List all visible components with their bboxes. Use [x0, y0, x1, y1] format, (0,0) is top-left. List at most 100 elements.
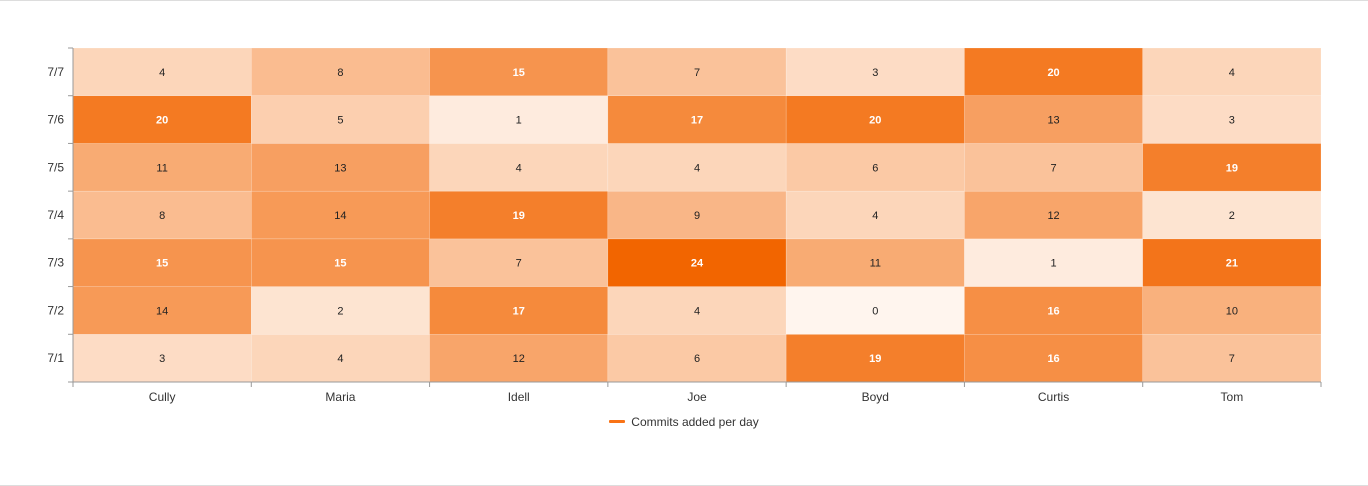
heatmap-cell[interactable] [964, 238, 1143, 287]
cell-value-label: 7 [1229, 353, 1235, 365]
y-axis-tick-label: 7/6 [47, 113, 64, 127]
cell-value-label: 6 [872, 162, 878, 174]
cell-value-label: 8 [337, 67, 343, 79]
heatmap-cell[interactable] [72, 95, 252, 144]
heatmap-cell[interactable] [251, 334, 430, 383]
legend-item[interactable]: Commits added per day [609, 414, 759, 429]
cell-value-label: 10 [1226, 305, 1238, 317]
cell-value-label: 3 [159, 353, 165, 365]
heatmap-cell[interactable] [607, 286, 787, 335]
y-axis-tick-label: 7/3 [47, 256, 64, 270]
heatmap-cell[interactable] [964, 47, 1143, 96]
cell-value-label: 4 [1229, 67, 1235, 79]
heatmap-cell[interactable] [964, 143, 1143, 192]
cell-value-label: 15 [513, 67, 525, 79]
heatmap-cell[interactable] [429, 238, 609, 287]
heatmap-cell[interactable] [607, 95, 787, 144]
heatmap-cell[interactable] [251, 238, 430, 287]
heatmap-cell[interactable] [964, 286, 1143, 335]
y-axis-tick-label: 7/5 [47, 160, 64, 174]
heatmap-cell[interactable] [607, 190, 787, 240]
cell-value-label: 4 [694, 162, 700, 174]
cell-value-label: 17 [513, 305, 525, 317]
heatmap-cell[interactable] [251, 143, 430, 192]
cell-value-label: 4 [516, 162, 522, 174]
cell-value-label: 1 [516, 115, 522, 127]
heatmap-cell[interactable] [429, 143, 609, 192]
cell-value-label: 6 [694, 353, 700, 365]
cell-value-label: 1 [1051, 258, 1057, 270]
heatmap-cell[interactable] [964, 190, 1143, 240]
heatmap-cell[interactable] [251, 47, 430, 96]
cell-value-label: 19 [1226, 162, 1238, 174]
cell-value-label: 11 [156, 162, 167, 174]
y-axis-tick-label: 7/1 [47, 351, 64, 365]
heatmap-cell[interactable] [785, 190, 965, 240]
heatmap-cell[interactable] [429, 47, 609, 96]
cell-value-label: 4 [872, 210, 878, 222]
heatmap-cell[interactable] [1142, 143, 1322, 192]
x-axis-tick-labels: Cully Maria Idell Joe Boyd Curtis Tom [149, 390, 1243, 404]
heatmap-cell[interactable] [607, 47, 787, 96]
heatmap-cell[interactable] [251, 190, 430, 240]
cell-value-label: 3 [872, 67, 878, 79]
heatmap-cells [72, 47, 1322, 383]
heatmap-cell[interactable] [429, 286, 609, 335]
heatmap-cell[interactable] [429, 190, 609, 240]
heatmap-cell[interactable] [1142, 238, 1322, 287]
cell-value-label: 5 [337, 115, 343, 127]
y-axis-tick-labels: 7/1 7/2 7/3 7/4 7/5 7/6 7/7 [47, 65, 64, 365]
y-axis-tick-label: 7/4 [47, 208, 64, 222]
legend-swatch [609, 420, 626, 423]
cell-value-label: 3 [1229, 115, 1235, 127]
x-axis-tick-label: Curtis [1038, 390, 1069, 404]
cell-value-label: 15 [334, 258, 346, 270]
heatmap-cell[interactable] [607, 238, 787, 287]
cell-value-label: 17 [691, 115, 703, 127]
legend-label: Commits added per day [631, 414, 759, 429]
cell-value-label: 20 [869, 115, 881, 127]
heatmap-cell[interactable] [72, 286, 252, 335]
cell-value-label: 21 [1226, 258, 1238, 270]
heatmap-cell[interactable] [429, 95, 609, 144]
cell-value-label: 2 [1229, 210, 1235, 222]
heatmap-cell[interactable] [785, 286, 965, 335]
heatmap-cell[interactable] [1142, 47, 1322, 96]
cell-value-label: 19 [513, 210, 525, 222]
x-axis-tick-label: Tom [1221, 390, 1244, 404]
heatmap-cell[interactable] [1142, 95, 1322, 144]
heatmap-cell[interactable] [785, 238, 965, 287]
cell-value-label: 13 [1047, 115, 1059, 127]
heatmap-cell[interactable] [251, 95, 430, 144]
heatmap-cell[interactable] [785, 143, 965, 192]
cell-value-label: 19 [869, 353, 881, 365]
heatmap-cell[interactable] [72, 47, 252, 96]
cell-value-label: 20 [156, 115, 168, 127]
x-axis-tick-label: Cully [149, 390, 176, 404]
cell-value-label: 4 [159, 67, 165, 79]
cell-value-label: 8 [159, 210, 165, 222]
cell-value-label: 4 [694, 305, 700, 317]
cell-value-label: 15 [156, 258, 168, 270]
cell-value-label: 14 [156, 305, 168, 317]
heatmap-cell[interactable] [785, 95, 965, 144]
heatmap-cell[interactable] [72, 334, 252, 383]
cell-value-label: 20 [1047, 67, 1059, 79]
cell-value-label: 16 [1047, 305, 1059, 317]
cell-value-label: 2 [337, 305, 343, 317]
cell-value-label: 7 [1051, 162, 1057, 174]
top-border [0, 0, 1368, 1]
cell-value-label: 12 [1047, 210, 1059, 222]
y-axis-tick-label: 7/2 [47, 303, 64, 317]
heatmap-cell[interactable] [1142, 190, 1322, 240]
cell-value-label: 12 [513, 353, 525, 365]
heatmap-cell[interactable] [72, 238, 252, 287]
heatmap-cell[interactable] [1142, 286, 1322, 335]
x-axis-tick-label: Boyd [862, 390, 889, 404]
chart-legend: Commits added per day [0, 412, 1368, 429]
heatmap-cell[interactable] [72, 143, 252, 192]
x-axis-tick-label: Maria [325, 390, 355, 404]
heatmap-cell[interactable] [785, 47, 965, 96]
